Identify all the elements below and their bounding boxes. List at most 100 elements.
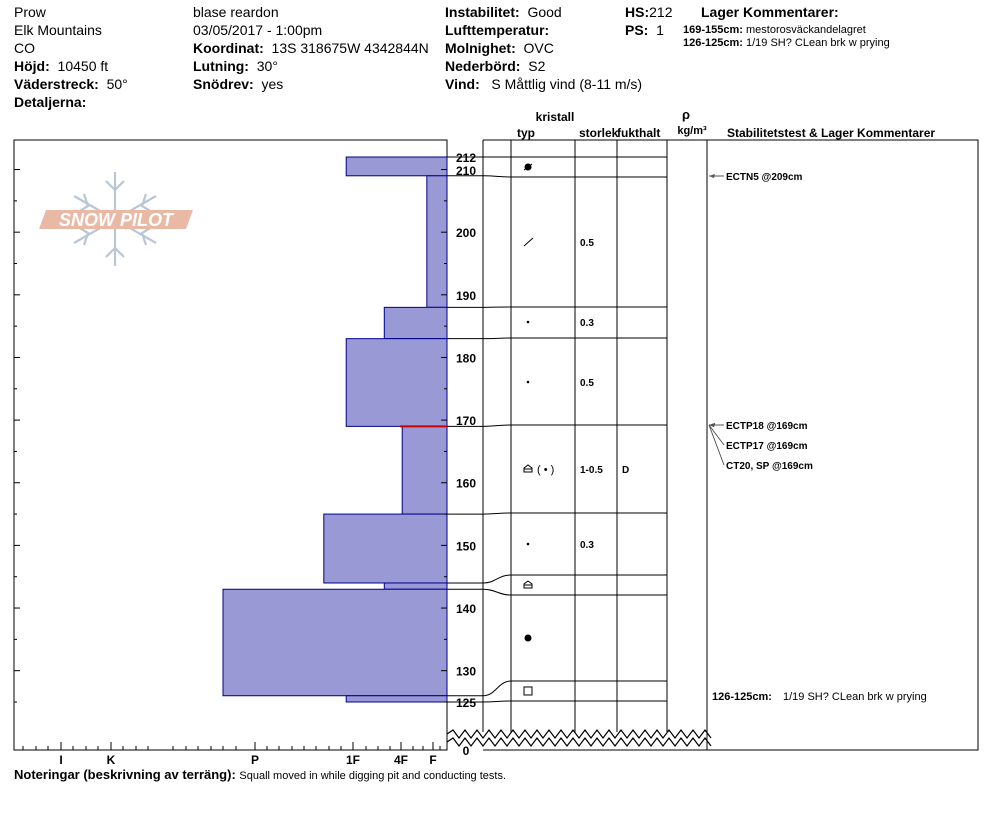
depth-label-160: 160 bbox=[456, 477, 476, 491]
footer-label: Noteringar (beskrivning av terräng): bbox=[14, 767, 236, 782]
stability-header: Stabilitetstest & Lager Kommentarer bbox=[727, 126, 935, 140]
drift-value: yes bbox=[261, 76, 284, 92]
layer-comment-2: 126-125cm: 1/19 SH? CLean brk w prying bbox=[683, 37, 890, 50]
grain-size-1: 0.5 bbox=[580, 238, 594, 249]
grain-symbol-5 bbox=[526, 542, 530, 546]
layer-comment-1-range: 169-155cm: bbox=[683, 24, 743, 36]
depth-label-150: 150 bbox=[456, 539, 476, 553]
test-label-3: CT20, SP @169cm bbox=[726, 461, 813, 472]
layer-comments-title-text: Lager Kommentarer: bbox=[701, 4, 839, 20]
column-headers: kristall typ storlek fukthalt ρ kg/m³ St… bbox=[517, 107, 935, 140]
instability-label: Instabilitet: bbox=[445, 4, 520, 20]
connector-5 bbox=[447, 512, 512, 515]
hs-value: 212 bbox=[649, 4, 673, 20]
depth-label-170: 170 bbox=[456, 414, 476, 428]
hardness-bar-1 bbox=[426, 175, 448, 308]
wind-value: S Måttlig vind (8-11 m/s) bbox=[491, 76, 643, 92]
zigzag-line-0 bbox=[446, 729, 712, 739]
ps-row: PS: 1 bbox=[625, 21, 664, 39]
details-row: Detaljerna: bbox=[14, 93, 86, 111]
storlek-header: storlek bbox=[579, 126, 619, 140]
stability-tests: ECTN5 @209cm ECTP18 @169cm ECTP17 @169cm CT… bbox=[708, 172, 927, 703]
aspect-label: Väderstreck: bbox=[14, 76, 99, 92]
depth-label-130: 130 bbox=[456, 665, 476, 679]
axis-break bbox=[446, 729, 712, 747]
precip-row: Nederbörd: S2 bbox=[445, 57, 545, 75]
elevation-label: Höjd: bbox=[14, 58, 50, 74]
slope-label: Lutning: bbox=[193, 58, 249, 74]
hs-label: HS: bbox=[625, 4, 650, 20]
grain-dot bbox=[526, 320, 530, 324]
footer-notes: Noteringar (beskrivning av terräng): Squ… bbox=[14, 766, 506, 785]
layer-comment-1-text: mestorosväckandelagret bbox=[746, 24, 866, 36]
hardness-label-P: P bbox=[251, 753, 259, 767]
drift-row: Snödrev: yes bbox=[193, 75, 283, 93]
ps-value: 1 bbox=[656, 22, 664, 38]
grain-size-2: 0.3 bbox=[580, 318, 594, 329]
connector-7 bbox=[447, 588, 512, 596]
hardness-bar-7 bbox=[222, 588, 448, 697]
test-leader-2 bbox=[708, 424, 725, 446]
depth-label-210: 210 bbox=[456, 164, 476, 178]
grain-symbol-2 bbox=[526, 320, 530, 324]
grain-size-4: 1-0.5 bbox=[580, 465, 603, 476]
slope-row: Lutning: 30° bbox=[193, 57, 278, 75]
hardness-bar-6 bbox=[383, 582, 448, 590]
typ-header: typ bbox=[517, 126, 535, 140]
layer-note-range: 126-125cm: bbox=[712, 691, 772, 703]
grain-symbol-3 bbox=[526, 380, 530, 384]
connector-3 bbox=[447, 337, 512, 340]
grain-dot bbox=[526, 380, 530, 384]
mountain-range: Elk Mountains bbox=[14, 22, 102, 38]
observer-name: blase reardon bbox=[193, 4, 279, 20]
grain-symbol-0 bbox=[523, 163, 533, 171]
depth-label-180: 180 bbox=[456, 351, 476, 365]
grain-symbol-8 bbox=[523, 686, 533, 696]
grain-size-5: 0.3 bbox=[580, 540, 594, 551]
hardness-bar-0 bbox=[345, 156, 448, 177]
connector-8 bbox=[447, 680, 512, 697]
kristall-header: kristall bbox=[536, 110, 575, 124]
coordinate-value: 13S 318675W 4342844N bbox=[271, 40, 429, 56]
hs-row: HS:212 bbox=[625, 3, 672, 21]
hardness-label-K: K bbox=[107, 753, 116, 767]
grain-dh bbox=[523, 580, 533, 589]
moisture-4: D bbox=[622, 465, 629, 476]
slope-value: 30° bbox=[256, 58, 278, 74]
hardness-bar-5 bbox=[323, 513, 448, 584]
table-layer-rows bbox=[511, 156, 667, 702]
depth-label-212: 212 bbox=[456, 151, 476, 165]
grain-line bbox=[523, 237, 534, 247]
airtemp-label: Lufttemperatur: bbox=[445, 22, 550, 38]
cloud-label: Molnighet: bbox=[445, 40, 516, 56]
observation-datetime: 03/05/2017 - 1:00pm bbox=[193, 22, 323, 38]
grain-dot bbox=[526, 542, 530, 546]
depth-label-140: 140 bbox=[456, 602, 476, 616]
cloud-row: Molnighet: OVC bbox=[445, 39, 554, 57]
ps-label: PS: bbox=[625, 22, 649, 38]
hardness-label-I: I bbox=[59, 753, 62, 767]
wind-row: Vind: S Måttlig vind (8-11 m/s) bbox=[445, 75, 642, 93]
depth-label-190: 190 bbox=[456, 289, 476, 303]
location-name: Prow bbox=[14, 4, 46, 20]
precip-value: S2 bbox=[528, 58, 546, 74]
depth-label-200: 200 bbox=[456, 226, 476, 240]
coordinate-row: Koordinat: 13S 318675W 4342844N bbox=[193, 39, 429, 57]
hardness-bar-3 bbox=[345, 338, 448, 427]
instability-value: Good bbox=[527, 4, 562, 20]
fukthalt-header: fukthalt bbox=[617, 126, 660, 140]
stability-panel-frame bbox=[706, 139, 979, 751]
grain-paren: ( • ) bbox=[537, 464, 554, 476]
test-label-2: ECTP17 @169cm bbox=[726, 441, 808, 452]
instability-row: Instabilitet: Good bbox=[445, 3, 562, 21]
hardness-bar-2 bbox=[383, 306, 448, 340]
state: CO bbox=[14, 40, 35, 56]
layer-comment-2-text: 1/19 SH? CLean brk w prying bbox=[746, 37, 890, 49]
hardness-bar-8 bbox=[345, 695, 448, 703]
hardness-bars bbox=[222, 156, 448, 703]
depth-label-125: 125 bbox=[456, 696, 476, 710]
grain-symbol-7 bbox=[524, 634, 532, 642]
test-leader-3 bbox=[708, 424, 725, 466]
airtemp-row: Lufttemperatur: bbox=[445, 21, 549, 39]
